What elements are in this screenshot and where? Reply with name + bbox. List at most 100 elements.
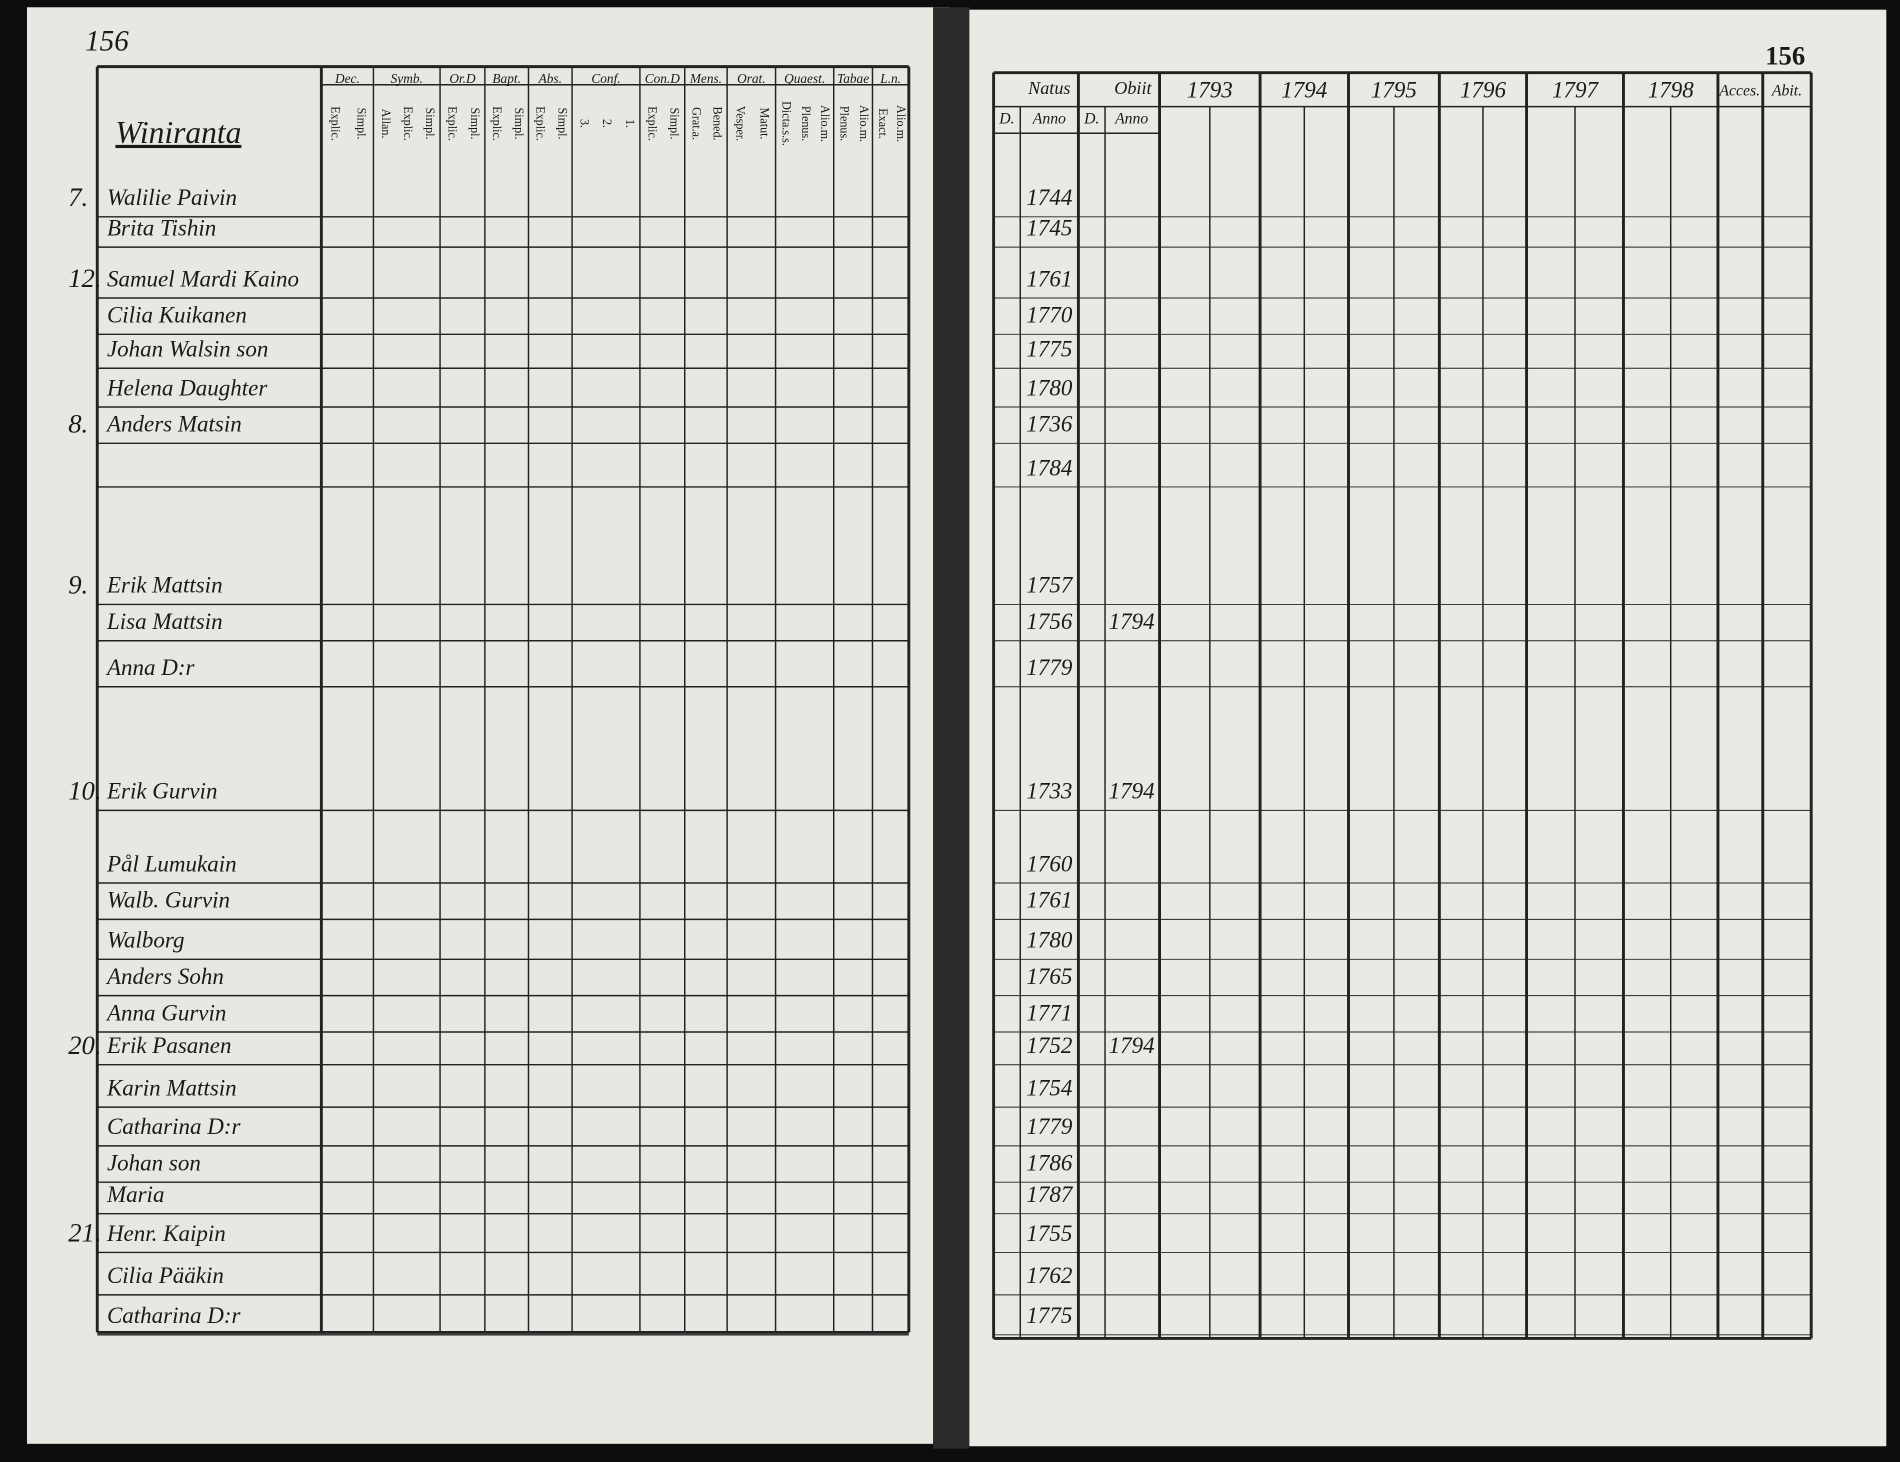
birth-year: 1755 xyxy=(1026,1220,1072,1246)
birth-year: 1754 xyxy=(1026,1074,1072,1100)
column-head: Quaest. xyxy=(784,71,825,86)
birth-year: 1780 xyxy=(1026,927,1073,953)
death-year: 1794 xyxy=(1109,1032,1155,1058)
column-sub: Plenus. xyxy=(799,106,813,141)
column-sub: Explic. xyxy=(534,106,548,141)
birth-year: 1786 xyxy=(1026,1150,1073,1176)
person-name: Maria xyxy=(106,1181,165,1207)
column-head: Con.D xyxy=(645,71,681,86)
person-name: Walborg xyxy=(107,927,185,953)
column-sub: Alio.m. xyxy=(857,105,871,142)
birth-year: 1775 xyxy=(1026,336,1072,362)
village-name: Winiranta xyxy=(115,115,241,150)
column-sub: Allan. xyxy=(379,109,393,139)
birth-year: 1757 xyxy=(1026,572,1074,598)
person-name: Walb. Gurvin xyxy=(107,887,230,913)
person-name: Johan son xyxy=(107,1150,201,1176)
house-number: 20. xyxy=(68,1030,101,1060)
birth-year: 1779 xyxy=(1026,1113,1073,1139)
person-name: Walilie Paivin xyxy=(107,184,237,210)
column-head: L.n. xyxy=(879,71,901,86)
column-head: Mens. xyxy=(689,71,722,86)
column-sub: Simpl. xyxy=(512,108,526,140)
person-name: Catharina D:r xyxy=(107,1113,242,1139)
column-sub: Explic. xyxy=(445,106,459,141)
year-header: 1796 xyxy=(1460,76,1507,102)
column-sub: Plenus. xyxy=(838,106,852,141)
person-name: Henr. Kaipin xyxy=(106,1220,226,1246)
column-sub: Simpl. xyxy=(668,108,682,140)
birth-year: 1775 xyxy=(1026,1302,1072,1328)
header: Natus xyxy=(1027,78,1070,98)
header: Obiit xyxy=(1114,78,1152,98)
birth-year: 1762 xyxy=(1026,1262,1072,1288)
house-number: 9. xyxy=(68,570,88,600)
subheader: Anno xyxy=(1114,111,1148,128)
person-name: Anders Sohn xyxy=(105,963,224,989)
column-sub: Exact. xyxy=(876,108,890,139)
birth-year: 1761 xyxy=(1026,887,1072,913)
column-sub: Simpl. xyxy=(423,108,437,140)
page-number: 156 xyxy=(85,25,129,57)
birth-year: 1760 xyxy=(1026,850,1073,876)
house-number: 12. xyxy=(68,263,101,293)
person-name: Cilia Kuikanen xyxy=(107,302,247,328)
column-sub: Matut. xyxy=(758,108,772,140)
column-sub: Vesper. xyxy=(733,106,747,141)
column-sub: Alio.m. xyxy=(818,105,832,142)
person-name: Pål Lumukain xyxy=(106,850,237,876)
year-header: 1797 xyxy=(1552,76,1600,102)
right-page xyxy=(963,9,1887,1447)
column-sub: Simpl. xyxy=(468,108,482,140)
column-sub: Grat.a. xyxy=(690,107,704,140)
subheader: D. xyxy=(998,111,1014,128)
column-sub: Simpl. xyxy=(555,108,569,140)
birth-year: 1761 xyxy=(1026,265,1072,291)
column-sub: Explic. xyxy=(490,106,504,141)
birth-year: 1736 xyxy=(1026,411,1073,437)
page-number: 156 xyxy=(1765,40,1805,70)
house-number: 21. xyxy=(68,1218,101,1248)
column-head: Tabae xyxy=(837,71,869,86)
person-name: Cilia Pääkin xyxy=(107,1262,224,1288)
birth-year: 1771 xyxy=(1026,999,1072,1025)
person-name: Anna Gurvin xyxy=(105,999,226,1025)
person-name: Anna D:r xyxy=(105,654,196,680)
year-header: 1795 xyxy=(1371,76,1417,102)
column-sub: Explic. xyxy=(401,106,415,141)
person-name: Anders Matsin xyxy=(105,411,242,437)
column-head: Conf. xyxy=(591,71,620,86)
person-name: Brita Tishin xyxy=(107,214,216,240)
column-sub: Alio.m. xyxy=(894,105,908,142)
year-header: 1793 xyxy=(1187,76,1233,102)
birth-year: 1752 xyxy=(1026,1032,1072,1058)
column-head: Bapt. xyxy=(492,71,520,86)
birth-year: 1770 xyxy=(1026,302,1073,328)
person-name: Erik Gurvin xyxy=(106,778,218,804)
birth-year: 1765 xyxy=(1026,963,1072,989)
person-name: Samuel Mardi Kaino xyxy=(107,265,299,291)
column-sub: 3. xyxy=(578,119,592,128)
subheader: D. xyxy=(1083,111,1099,128)
person-name: Erik Mattsin xyxy=(106,572,223,598)
birth-year: 1779 xyxy=(1026,654,1073,680)
column-head: Symb. xyxy=(391,71,423,86)
person-name: Lisa Mattsin xyxy=(106,608,223,634)
birth-year: 1756 xyxy=(1026,608,1073,634)
column-sub: Dicta.s.s. xyxy=(779,101,793,146)
house-number: 8. xyxy=(68,408,88,438)
person-name: Erik Pasanen xyxy=(106,1032,232,1058)
house-number: 10. xyxy=(68,775,101,805)
birth-year: 1780 xyxy=(1026,374,1073,400)
birth-year: 1744 xyxy=(1026,184,1072,210)
birth-year: 1745 xyxy=(1026,214,1072,240)
column-head: Abs. xyxy=(538,71,562,86)
register: Dec. Explic. Simpl. Symb. Allan. Explic. Simpl… xyxy=(68,65,1813,1340)
person-name: Catharina D:r xyxy=(107,1302,242,1328)
column-head: Or.D xyxy=(449,71,476,86)
spine xyxy=(933,7,970,1449)
column-head: Orat. xyxy=(737,71,765,86)
birth-year: 1784 xyxy=(1026,454,1072,480)
column-sub: Bened. xyxy=(711,107,725,141)
